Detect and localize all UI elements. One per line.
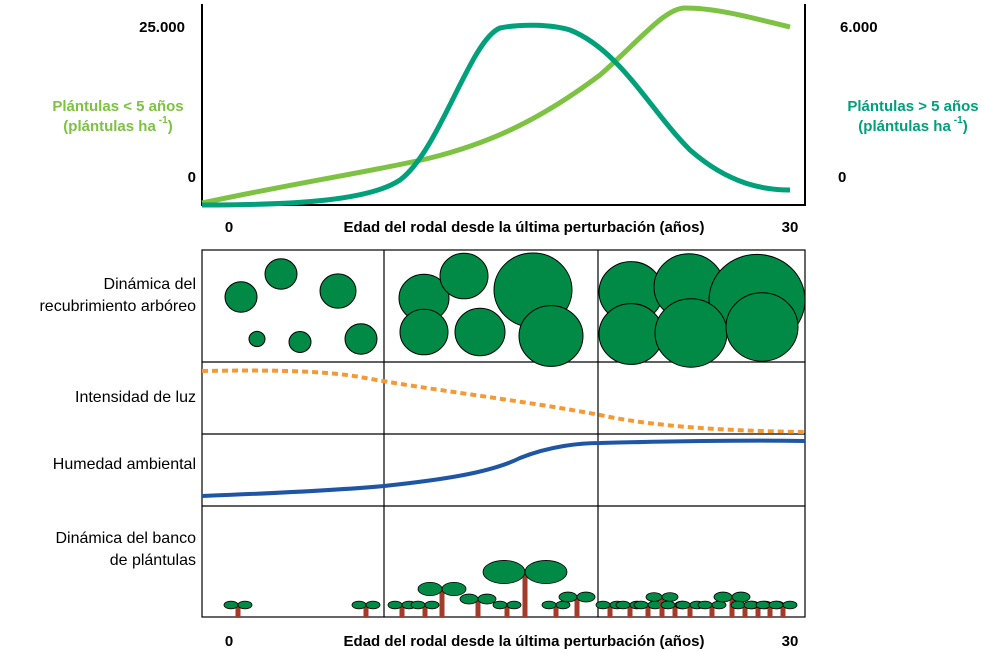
tree-crown: [265, 259, 297, 289]
seedling-leaf: [616, 601, 630, 609]
left-axis-title: Plántulas < 5 años: [52, 98, 183, 115]
seedling-leaf: [224, 601, 238, 609]
seedling-leaf: [596, 601, 610, 609]
right-axis-title: Plántulas > 5 años: [847, 98, 978, 115]
seedling-leaf: [756, 601, 770, 609]
unit-close: ): [168, 118, 173, 135]
row-label: recubrimiento arbóreo: [39, 298, 196, 315]
figure: 25.000 0 Plántulas < 5 años (plántulas h…: [0, 0, 996, 652]
tree-crown: [400, 309, 448, 355]
seedling-stem: [440, 589, 445, 617]
seedling-leaf: [483, 560, 525, 583]
row-label: Dinámica del: [104, 276, 196, 293]
seedling-leaf: [714, 592, 732, 602]
tree-crown: [455, 308, 505, 356]
row-labels: Dinámica del recubrimiento arbóreo Intensi…: [39, 276, 196, 569]
right-axis-unit: (plántulas ha-1): [858, 115, 967, 135]
seedling-leaf: [425, 601, 439, 609]
left-top-label: 25.000: [139, 19, 185, 36]
seedling-leaf: [634, 601, 648, 609]
x-end: 30: [782, 219, 799, 236]
seedling-leaf: [493, 601, 507, 609]
curve-young-seedlings: [202, 8, 790, 203]
row-label: Humedad ambiental: [53, 456, 196, 473]
seedling-leaf: [732, 592, 750, 602]
unit-close: ): [963, 118, 968, 135]
x-axis-title: Edad del rodal desde la última perturbac…: [344, 219, 705, 236]
seedling-leaf: [507, 601, 521, 609]
seedling-leaf: [662, 593, 678, 602]
seedling-leaf: [542, 601, 556, 609]
seedling-leaf: [352, 601, 366, 609]
tree-crowns: [225, 253, 805, 367]
seedling-leaf: [478, 594, 496, 604]
seedling-leaf: [577, 592, 595, 602]
right-bottom-label: 0: [838, 169, 846, 186]
x-start: 0: [225, 633, 233, 650]
row-label: Intensidad de luz: [75, 389, 196, 406]
seedling-leaf: [238, 601, 252, 609]
tree-crown: [519, 306, 583, 367]
seedling-leaf: [418, 582, 442, 595]
curve-old-seedlings: [202, 25, 790, 205]
seedling-stem: [523, 572, 528, 617]
x-axis-title: Edad del rodal desde la última perturbac…: [344, 633, 705, 650]
humidity-curve: [202, 441, 805, 496]
left-axis-unit: (plántulas ha-1): [63, 115, 172, 135]
seedling-leaf: [783, 601, 797, 609]
axes: [201, 4, 806, 206]
row-label: de plántulas: [110, 552, 196, 569]
seedlings: [224, 560, 797, 617]
seedling-leaf: [460, 594, 478, 604]
tree-crown: [655, 299, 727, 367]
seedling-leaf: [442, 582, 466, 595]
seedling-leaf: [698, 601, 712, 609]
tree-crown: [440, 253, 488, 299]
tree-crown: [726, 293, 798, 361]
unit-open: (plántulas ha: [63, 118, 156, 135]
tree-crown: [345, 324, 377, 354]
seedling-leaf: [769, 601, 783, 609]
left-bottom-label: 0: [188, 169, 196, 186]
tree-crown: [320, 274, 356, 308]
seedling-leaf: [525, 560, 567, 583]
right-top-label: 6.000: [840, 19, 878, 36]
seedling-leaf: [661, 601, 675, 609]
seedling-leaf: [411, 601, 425, 609]
tree-crown: [225, 282, 257, 312]
tree-crown: [249, 331, 265, 346]
tree-crown: [599, 304, 663, 365]
seedling-leaf: [388, 601, 402, 609]
x-end: 30: [782, 633, 799, 650]
seedling-leaf: [646, 593, 662, 602]
seedling-leaf: [559, 592, 577, 602]
light-curve: [202, 371, 805, 432]
x-start: 0: [225, 219, 233, 236]
row-label: Dinámica del banco: [55, 530, 196, 547]
seedling-leaf: [366, 601, 380, 609]
unit-open: (plántulas ha: [858, 118, 951, 135]
seedling-leaf: [676, 601, 690, 609]
tree-crown: [289, 332, 311, 353]
seedling-leaf: [731, 601, 745, 609]
